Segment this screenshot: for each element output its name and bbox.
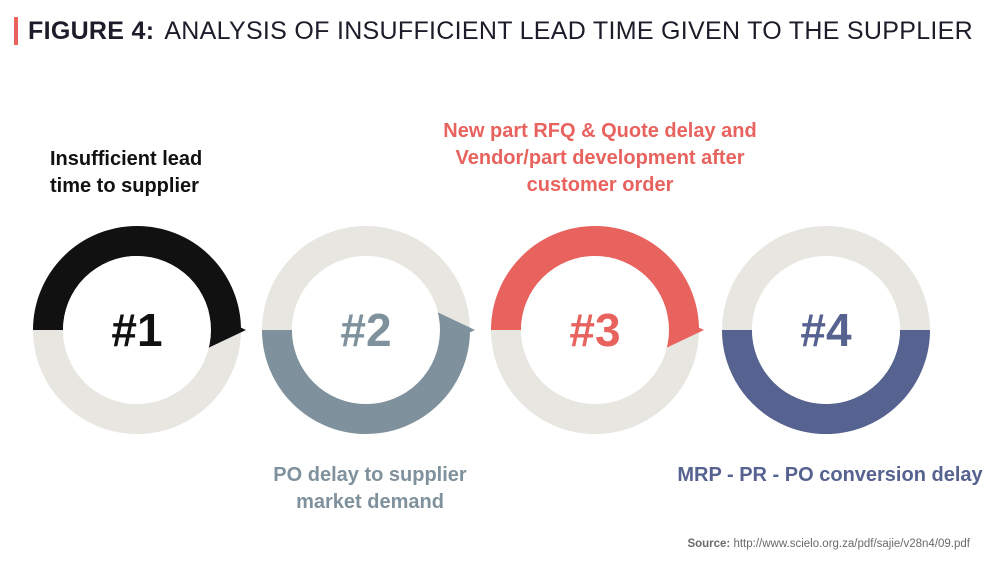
step-1-inner (63, 256, 211, 404)
figure-label: FIGURE 4: (28, 16, 155, 45)
step-4-caption: MRP - PR - PO conversion delay (677, 464, 983, 486)
source-note: Source: http://www.scielo.org.za/pdf/saj… (687, 538, 970, 550)
step-2-ring-arc (262, 329, 470, 434)
step-3-ring: #3 (491, 226, 704, 434)
step-2-caption: PO delay to supplier market demand (273, 464, 467, 513)
step-2-arrow (437, 312, 475, 348)
figure-heading: ANALYSIS OF INSUFFICIENT LEAD TIME GIVEN… (164, 16, 973, 45)
step-3-caption: New part RFQ & Quote delay and Vendor/pa… (443, 120, 757, 196)
step-4-number: #4 (800, 304, 852, 356)
step-3-arrow (666, 312, 704, 348)
source-url[interactable]: http://www.scielo.org.za/pdf/sajie/v28n4… (733, 538, 970, 550)
step-1-arrow (208, 312, 246, 348)
source-label: Source: (687, 538, 731, 550)
step-4-inner (752, 256, 900, 404)
step-3-number: #3 (569, 304, 620, 356)
figure-title: FIGURE 4: ANALYSIS OF INSUFFICIENT LEAD … (14, 14, 973, 48)
step-2-inner (292, 256, 440, 404)
step-4-ring-arc (722, 329, 930, 434)
step-1-caption: Insufficient lead time to supplier (50, 148, 203, 197)
step-2-number: #2 (340, 304, 391, 356)
title-accent-bar (14, 17, 18, 45)
step-3-ring-arc (491, 226, 699, 331)
step-3-inner (521, 256, 669, 404)
step-1-ring: #1 (33, 226, 246, 434)
step-1-number: #1 (111, 304, 162, 356)
step-1-ring-arc (33, 226, 241, 331)
step-4-ring: #4 (722, 226, 930, 434)
step-2-ring: #2 (262, 226, 475, 434)
